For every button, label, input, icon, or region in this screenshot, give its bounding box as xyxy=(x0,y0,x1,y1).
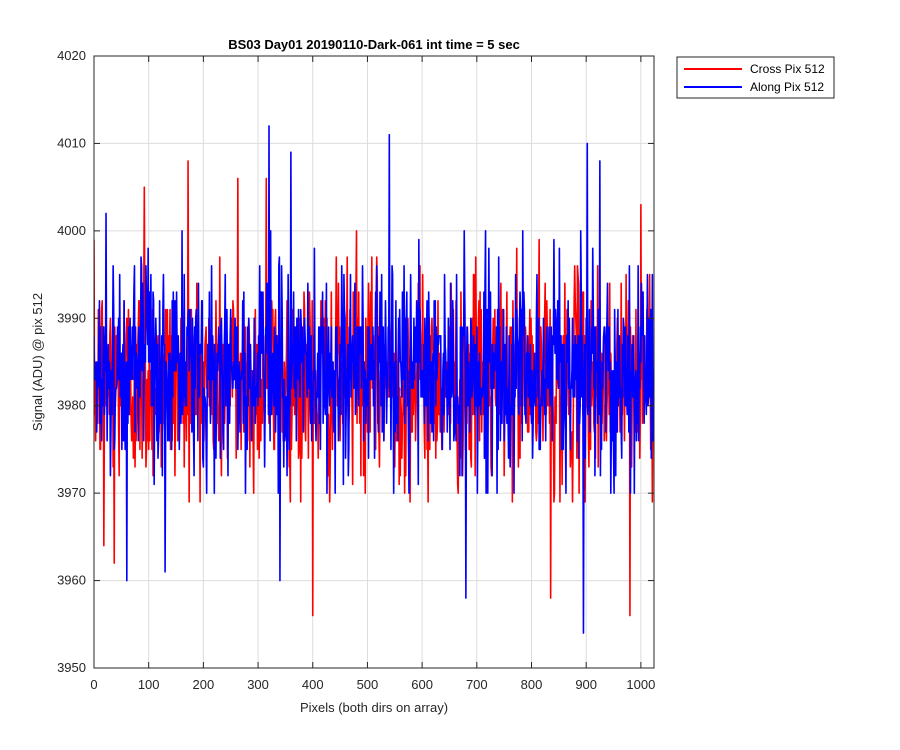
y-tick-label: 3990 xyxy=(57,310,86,325)
y-tick-label: 3950 xyxy=(57,660,86,675)
x-tick-label: 0 xyxy=(90,677,97,692)
x-tick-label: 100 xyxy=(138,677,160,692)
y-tick-label: 4020 xyxy=(57,48,86,63)
x-tick-label: 700 xyxy=(466,677,488,692)
y-tick-label: 3960 xyxy=(57,573,86,588)
legend: Cross Pix 512 Along Pix 512 xyxy=(676,56,835,99)
y-axis-title: Signal (ADU) @ pix 512 xyxy=(30,293,45,431)
plot-frame xyxy=(93,55,655,669)
y-tick-label: 3970 xyxy=(57,485,86,500)
chart-title: BS03 Day01 20190110-Dark-061 int time = … xyxy=(228,37,520,52)
y-tick-label: 3980 xyxy=(57,398,86,413)
legend-label-cross: Cross Pix 512 xyxy=(750,62,825,76)
x-tick-label: 300 xyxy=(247,677,269,692)
series-line-along xyxy=(94,125,654,634)
y-tick-label: 4000 xyxy=(57,223,86,238)
x-tick-label: 600 xyxy=(411,677,433,692)
series-layer xyxy=(94,125,654,634)
x-tick-label: 900 xyxy=(575,677,597,692)
legend-label-along: Along Pix 512 xyxy=(750,80,824,94)
x-tick-label: 800 xyxy=(521,677,543,692)
x-axis-title: Pixels (both dirs on array) xyxy=(300,700,448,715)
y-tick-label: 4010 xyxy=(57,135,86,150)
axis-ticks: 0 100 200 300 400 500 600 700 800 900 1000 3950 3960… xyxy=(57,48,655,692)
legend-box xyxy=(676,56,835,99)
x-tick-label: 500 xyxy=(357,677,379,692)
x-tick-label: 400 xyxy=(302,677,324,692)
x-tick-label: 200 xyxy=(193,677,215,692)
x-tick-label: 1000 xyxy=(626,677,655,692)
